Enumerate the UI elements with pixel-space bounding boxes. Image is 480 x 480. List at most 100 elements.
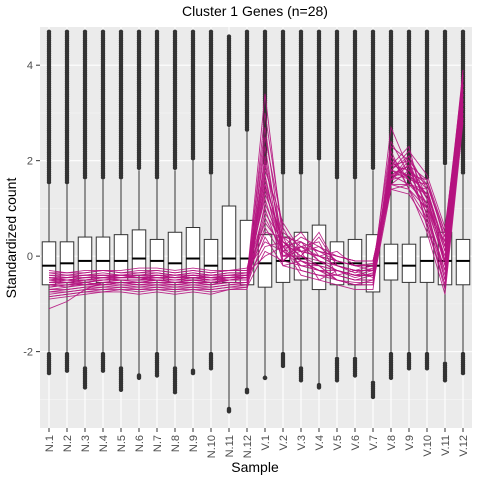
outlier-point-high xyxy=(154,29,160,34)
outlier-point-low xyxy=(298,366,304,371)
outlier-point-high xyxy=(370,29,376,34)
outlier-point-high xyxy=(64,29,70,34)
x-tick-label: N.1 xyxy=(44,435,56,452)
gene-profile-line xyxy=(49,117,464,293)
x-tick-label: N.12 xyxy=(242,435,254,458)
y-tick-label: 0 xyxy=(27,251,33,263)
outlier-point-high xyxy=(46,29,52,34)
boxplot-N.11 xyxy=(221,34,237,414)
x-tick-label: V.7 xyxy=(368,435,380,451)
boxplot-N.9 xyxy=(185,29,201,376)
outlier-point-high xyxy=(442,29,448,34)
outlier-point-high xyxy=(244,29,250,34)
outlier-point-low xyxy=(82,366,88,371)
gene-profile-line xyxy=(49,112,464,291)
outlier-point-high xyxy=(334,29,340,34)
y-tick-label: 4 xyxy=(27,60,33,72)
x-tick-label: V.1 xyxy=(260,435,272,451)
x-tick-label: N.10 xyxy=(206,435,218,458)
outlier-point-low xyxy=(118,366,124,371)
outlier-point-high xyxy=(100,29,106,34)
outlier-point-low xyxy=(46,351,52,357)
outlier-point-low xyxy=(64,351,70,357)
outlier-point-low xyxy=(406,351,412,357)
gene-profile-line xyxy=(48,108,464,298)
box-iqr xyxy=(401,243,417,283)
outlier-point-high xyxy=(118,29,124,34)
boxplot-N.5 xyxy=(113,29,129,393)
outlier-point-low xyxy=(100,351,106,357)
x-tick-label: N.7 xyxy=(152,435,164,452)
x-axis: N.1 N.2 N.3 N.4 N.5 N.6 N.7 N.8 N.9 N.10 N.11 N.12 V… xyxy=(44,428,470,458)
x-tick-label: N.6 xyxy=(134,435,146,452)
x-tick-label: N.2 xyxy=(62,435,74,452)
gene-profile-line xyxy=(49,84,464,279)
boxplot-N.1 xyxy=(41,29,57,376)
gene-profile-line xyxy=(49,74,464,274)
boxplot-N.10 xyxy=(203,29,219,371)
outlier-point-low xyxy=(352,356,358,361)
y-axis-title: Standardized count xyxy=(3,178,19,299)
x-tick-label: V.9 xyxy=(404,435,416,451)
outlier-point-low xyxy=(262,375,268,381)
outlier-point-high xyxy=(316,29,322,34)
outlier-point-high xyxy=(280,29,286,34)
outlier-point-low xyxy=(172,366,178,371)
x-tick-label: N.3 xyxy=(80,435,92,452)
outlier-point-low xyxy=(442,361,448,366)
outlier-point-high xyxy=(352,29,358,34)
gene-profile-lines xyxy=(48,69,464,310)
outlier-point-high xyxy=(262,29,268,34)
gene-profile-line xyxy=(49,89,464,281)
outlier-point-high xyxy=(388,29,394,34)
outlier-point-high xyxy=(406,29,412,34)
gene-profile-line xyxy=(48,93,464,274)
y-tick-label: 2 xyxy=(27,156,33,168)
outlier-point-high xyxy=(460,29,466,34)
outlier-point-high xyxy=(190,29,196,34)
boxplot-N.3 xyxy=(77,29,93,390)
x-tick-label: V.2 xyxy=(278,435,290,451)
x-tick-label: V.12 xyxy=(458,435,470,457)
boxplot-V.8 xyxy=(383,29,399,381)
box-iqr xyxy=(419,236,435,283)
outlier-point-high xyxy=(298,29,304,34)
gene-profile-line xyxy=(48,93,464,286)
outlier-point-high xyxy=(226,34,232,39)
x-tick-label: V.3 xyxy=(296,435,308,451)
boxplot-V.10 xyxy=(419,29,435,371)
boxplots xyxy=(41,29,471,414)
box-iqr xyxy=(59,241,75,283)
y-axis: -2 0 2 4 xyxy=(23,60,40,359)
outlier-point-low xyxy=(280,351,286,357)
x-tick-label: N.9 xyxy=(188,435,200,452)
boxplot-V.9 xyxy=(401,29,417,371)
outlier-point-low xyxy=(370,380,376,385)
x-tick-label: V.6 xyxy=(350,435,362,451)
x-tick-label: V.5 xyxy=(332,435,344,451)
x-tick-label: N.11 xyxy=(224,435,236,457)
outlier-point-low xyxy=(388,351,394,357)
outlier-point-high xyxy=(82,29,88,34)
x-tick-label: V.4 xyxy=(314,435,326,451)
boxplot-V.6 xyxy=(347,29,363,378)
outlier-point-low xyxy=(460,351,466,357)
boxplot-N.6 xyxy=(131,29,147,381)
box-iqr xyxy=(455,238,471,286)
box-iqr xyxy=(203,238,219,283)
x-tick-label: N.8 xyxy=(170,435,182,452)
outlier-point-low xyxy=(208,351,214,357)
chart-title: Cluster 1 Genes (n=28) xyxy=(182,3,328,19)
outlier-point-low xyxy=(424,351,430,357)
outlier-point-high xyxy=(136,29,142,34)
outlier-point-high xyxy=(424,29,430,34)
box-iqr xyxy=(383,243,399,281)
x-tick-label: V.10 xyxy=(422,435,434,457)
x-tick-label: N.5 xyxy=(116,435,128,452)
outlier-point-low xyxy=(154,351,160,357)
x-tick-label: V.8 xyxy=(386,435,398,451)
outlier-point-high xyxy=(172,29,178,34)
x-axis-title: Sample xyxy=(231,459,279,475)
boxplot-V.3 xyxy=(293,29,309,383)
